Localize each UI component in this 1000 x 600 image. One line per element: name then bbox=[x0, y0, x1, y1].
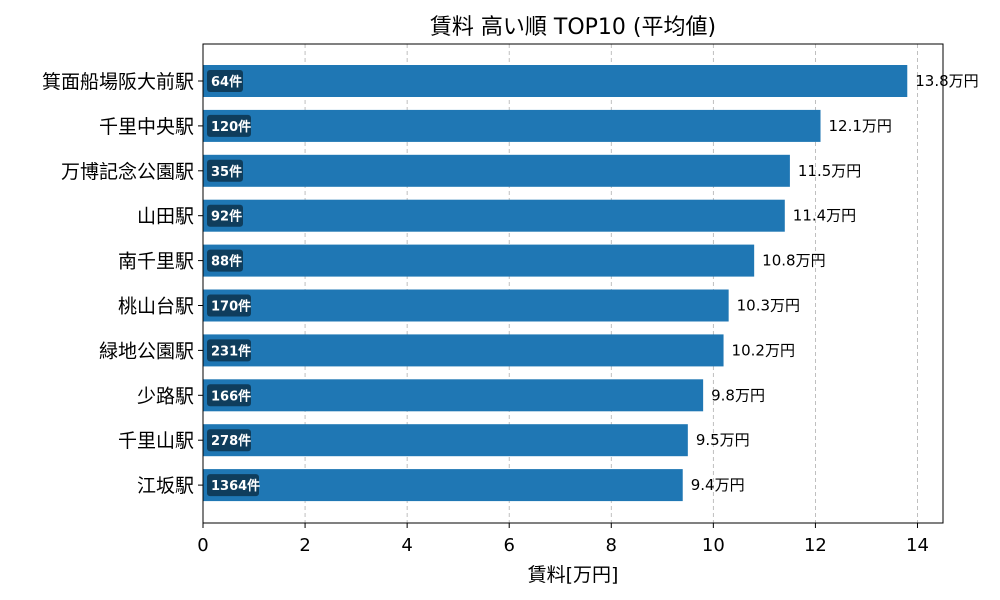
category-label: 少路駅 bbox=[137, 385, 194, 407]
count-badge bbox=[207, 384, 251, 407]
category-label: 山田駅 bbox=[137, 206, 194, 228]
bar bbox=[203, 154, 790, 187]
x-tick-label: 14 bbox=[906, 535, 929, 556]
x-tick-label: 8 bbox=[606, 535, 617, 556]
category-label: 千里中央駅 bbox=[99, 116, 194, 138]
category-label: 緑地公園駅 bbox=[99, 340, 194, 362]
bar bbox=[203, 424, 688, 457]
count-label: 170件 bbox=[211, 299, 251, 315]
count-badge bbox=[207, 204, 243, 227]
bar bbox=[203, 244, 755, 277]
count-label: 120件 bbox=[211, 119, 251, 135]
count-badge bbox=[207, 339, 251, 362]
value-label: 10.8万円 bbox=[762, 252, 825, 270]
category-label: 桃山台駅 bbox=[118, 296, 194, 318]
bar bbox=[203, 199, 785, 232]
value-label: 13.8万円 bbox=[915, 72, 978, 90]
count-badge bbox=[207, 249, 243, 272]
value-label: 10.2万円 bbox=[732, 341, 795, 359]
count-label: 88件 bbox=[211, 254, 242, 270]
count-badge bbox=[207, 294, 251, 317]
count-badge bbox=[207, 474, 259, 497]
x-tick-label: 4 bbox=[401, 535, 412, 556]
value-label: 12.1万円 bbox=[829, 117, 892, 135]
bar bbox=[203, 289, 729, 322]
x-tick-label: 10 bbox=[702, 535, 725, 556]
count-label: 278件 bbox=[211, 433, 251, 449]
value-label: 9.4万円 bbox=[691, 476, 745, 494]
category-label: 箕面船場阪大前駅 bbox=[42, 71, 194, 93]
count-label: 35件 bbox=[211, 164, 242, 180]
x-tick-label: 2 bbox=[299, 535, 310, 556]
category-label: 万博記念公園駅 bbox=[61, 160, 194, 183]
count-label: 166件 bbox=[211, 388, 251, 404]
category-label: 江坂駅 bbox=[137, 475, 194, 497]
count-label: 64件 bbox=[211, 74, 242, 90]
bar bbox=[203, 379, 704, 412]
bar bbox=[203, 334, 724, 367]
count-label: 1364件 bbox=[211, 478, 260, 494]
y-axis: 箕面船場阪大前駅千里中央駅万博記念公園駅山田駅南千里駅桃山台駅緑地公園駅少路駅千… bbox=[42, 71, 203, 497]
count-label: 231件 bbox=[211, 343, 251, 359]
value-label: 11.4万円 bbox=[793, 207, 856, 225]
bar bbox=[203, 109, 821, 142]
plot-frame bbox=[202, 43, 944, 524]
count-badge bbox=[207, 114, 251, 137]
count-badge bbox=[207, 429, 251, 452]
category-label: 千里山駅 bbox=[118, 430, 194, 452]
chart-title: 賃料 高い順 TOP10 (平均値) bbox=[430, 15, 716, 40]
count-badge bbox=[207, 159, 243, 182]
x-axis: 0 2 4 6 8 10 12 14 bbox=[197, 523, 929, 556]
value-label: 11.5万円 bbox=[798, 162, 861, 180]
value-label: 9.8万円 bbox=[711, 386, 765, 404]
category-label: 南千里駅 bbox=[118, 251, 194, 273]
x-axis-label: 賃料[万円] bbox=[528, 564, 619, 586]
bar bbox=[203, 65, 908, 97]
bars: 13.8万円 64件 12.1万円 120件 11.5万円 35件 11.4万円 92件 10.… bbox=[203, 65, 979, 502]
x-tick-label: 6 bbox=[503, 535, 514, 556]
bar bbox=[203, 469, 683, 502]
value-label: 10.3万円 bbox=[737, 297, 800, 315]
value-label: 9.5万円 bbox=[696, 431, 750, 449]
x-tick-label: 12 bbox=[804, 535, 827, 556]
count-label: 92件 bbox=[211, 209, 242, 225]
count-badge bbox=[207, 70, 243, 92]
x-tick-label: 0 bbox=[197, 535, 208, 556]
